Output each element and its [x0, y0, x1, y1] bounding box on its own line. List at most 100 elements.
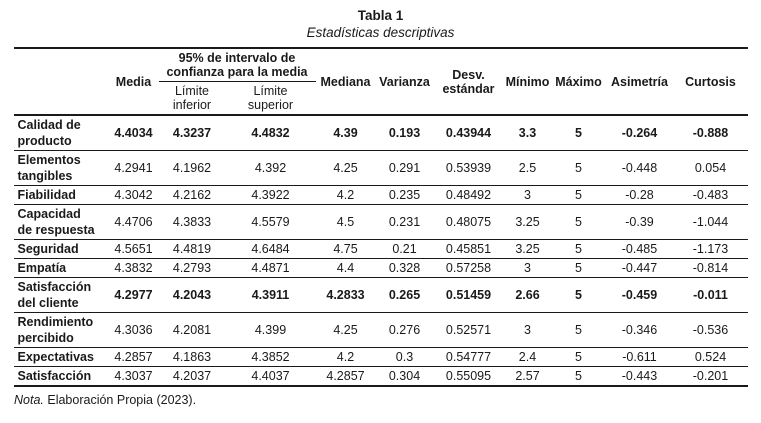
cell-value: 3.25 — [503, 239, 552, 259]
cell-value: 0.48492 — [433, 185, 504, 205]
cell-value: 4.2857 — [315, 366, 376, 387]
table-row: Rendimiento percibido 4.3036 4.2081 4.399 4.… — [13, 312, 748, 348]
row-label: Capacidad de respuesta — [13, 204, 109, 240]
cell-value: 4.2162 — [158, 185, 226, 205]
row-label: Satisfacción — [13, 366, 109, 387]
table-caption: Tabla 1 Estadísticas descriptivas — [0, 0, 761, 41]
col-header-ci-lower: Límite inferior — [158, 81, 226, 116]
corner-cell — [13, 48, 109, 116]
cell-value: -0.448 — [605, 150, 674, 186]
cell-value: 0.43944 — [433, 115, 504, 151]
col-header-maximo: Máximo — [551, 48, 606, 116]
cell-value: 0.304 — [375, 366, 434, 387]
cell-value: 3.3 — [503, 115, 552, 151]
cell-value: 4.4832 — [225, 115, 316, 151]
cell-value: -0.443 — [605, 366, 674, 387]
cell-value: 2.57 — [503, 366, 552, 387]
table-row: Elementos tangibles 4.2941 4.1962 4.392 4.25… — [13, 150, 748, 186]
cell-value: 4.25 — [315, 312, 376, 348]
col-header-varianza: Varianza — [375, 48, 434, 116]
col-header-media: Media — [108, 48, 159, 116]
cell-value: 0.193 — [375, 115, 434, 151]
cell-value: 4.3237 — [158, 115, 226, 151]
cell-value: 0.52571 — [433, 312, 504, 348]
cell-value: 0.57258 — [433, 258, 504, 278]
cell-value: 4.2941 — [108, 150, 159, 186]
row-label: Elementos tangibles — [13, 150, 109, 186]
cell-value: 0.45851 — [433, 239, 504, 259]
cell-value: -0.39 — [605, 204, 674, 240]
cell-value: -0.611 — [605, 347, 674, 367]
cell-value: 4.3922 — [225, 185, 316, 205]
cell-value: 0.48075 — [433, 204, 504, 240]
table-number: Tabla 1 — [357, 8, 404, 23]
table-row: Expectativas 4.2857 4.1863 4.3852 4.2 0.3 0.54… — [13, 347, 748, 367]
cell-value: -0.447 — [605, 258, 674, 278]
cell-value: 0.291 — [375, 150, 434, 186]
cell-value: 4.3833 — [158, 204, 226, 240]
cell-value: 4.39 — [315, 115, 376, 151]
cell-value: -1.044 — [673, 204, 748, 240]
cell-value: 4.3852 — [225, 347, 316, 367]
cell-value: -0.201 — [673, 366, 748, 387]
note-text: Elaboración Propia (2023). — [43, 393, 197, 407]
cell-value: 5 — [551, 347, 606, 367]
cell-value: 4.399 — [225, 312, 316, 348]
cell-value: 4.4037 — [225, 366, 316, 387]
cell-value: 4.3037 — [108, 366, 159, 387]
table-row: Seguridad 4.5651 4.4819 4.6484 4.75 0.21 0.458… — [13, 239, 748, 259]
cell-value: 4.4871 — [225, 258, 316, 278]
cell-value: 4.4034 — [108, 115, 159, 151]
cell-value: 5 — [551, 277, 606, 313]
cell-value: -0.888 — [673, 115, 748, 151]
table-row: Satisfacción del cliente 4.2977 4.2043 4.39… — [13, 277, 748, 313]
cell-value: 4.392 — [225, 150, 316, 186]
cell-value: 4.2833 — [315, 277, 376, 313]
cell-value: -0.346 — [605, 312, 674, 348]
cell-value: 0.276 — [375, 312, 434, 348]
cell-value: 5 — [551, 150, 606, 186]
row-label: Fiabilidad — [13, 185, 109, 205]
col-header-minimo: Mínimo — [503, 48, 552, 116]
cell-value: 4.4706 — [108, 204, 159, 240]
header-row-sub: Límite inferior Límite superior — [14, 81, 748, 116]
col-header-ci-group: 95% de intervalo de confianza para la me… — [158, 48, 316, 82]
cell-value: 4.2043 — [158, 277, 226, 313]
cell-value: 2.4 — [503, 347, 552, 367]
cell-value: 4.3911 — [225, 277, 316, 313]
cell-value: 4.5579 — [225, 204, 316, 240]
col-header-asimetria: Asimetría — [605, 48, 674, 116]
cell-value: 0.54777 — [433, 347, 504, 367]
cell-value: 4.3036 — [108, 312, 159, 348]
table-row: Calidad de producto 4.4034 4.3237 4.4832 4.3… — [13, 115, 748, 151]
col-header-curtosis: Curtosis — [673, 48, 748, 116]
cell-value: 0.524 — [673, 347, 748, 367]
cell-value: -0.814 — [673, 258, 748, 278]
cell-value: 0.265 — [375, 277, 434, 313]
row-label: Rendimiento percibido — [13, 312, 109, 348]
cell-value: 0.3 — [375, 347, 434, 367]
cell-value: 3 — [503, 258, 552, 278]
col-header-ci-upper: Límite superior — [225, 81, 316, 116]
cell-value: 4.5651 — [108, 239, 159, 259]
cell-value: 4.2 — [315, 185, 376, 205]
row-label: Empatía — [13, 258, 109, 278]
cell-value: 4.2977 — [108, 277, 159, 313]
cell-value: 2.66 — [503, 277, 552, 313]
cell-value: 0.231 — [375, 204, 434, 240]
table-row: Capacidad de respuesta 4.4706 4.3833 4.5579… — [13, 204, 748, 240]
cell-value: 4.5 — [315, 204, 376, 240]
note-prefix: Nota. — [14, 393, 44, 407]
cell-value: 4.2857 — [108, 347, 159, 367]
cell-value: 3 — [503, 312, 552, 348]
table-title: Estadísticas descriptivas — [306, 25, 455, 40]
col-header-mediana: Mediana — [315, 48, 376, 116]
cell-value: 5 — [551, 366, 606, 387]
cell-value: 4.3832 — [108, 258, 159, 278]
col-header-desv-estandar: Desv. estándar — [433, 48, 504, 116]
row-label: Satisfacción del cliente — [13, 277, 109, 313]
row-label: Calidad de producto — [13, 115, 109, 151]
cell-value: -0.483 — [673, 185, 748, 205]
row-label: Seguridad — [13, 239, 109, 259]
